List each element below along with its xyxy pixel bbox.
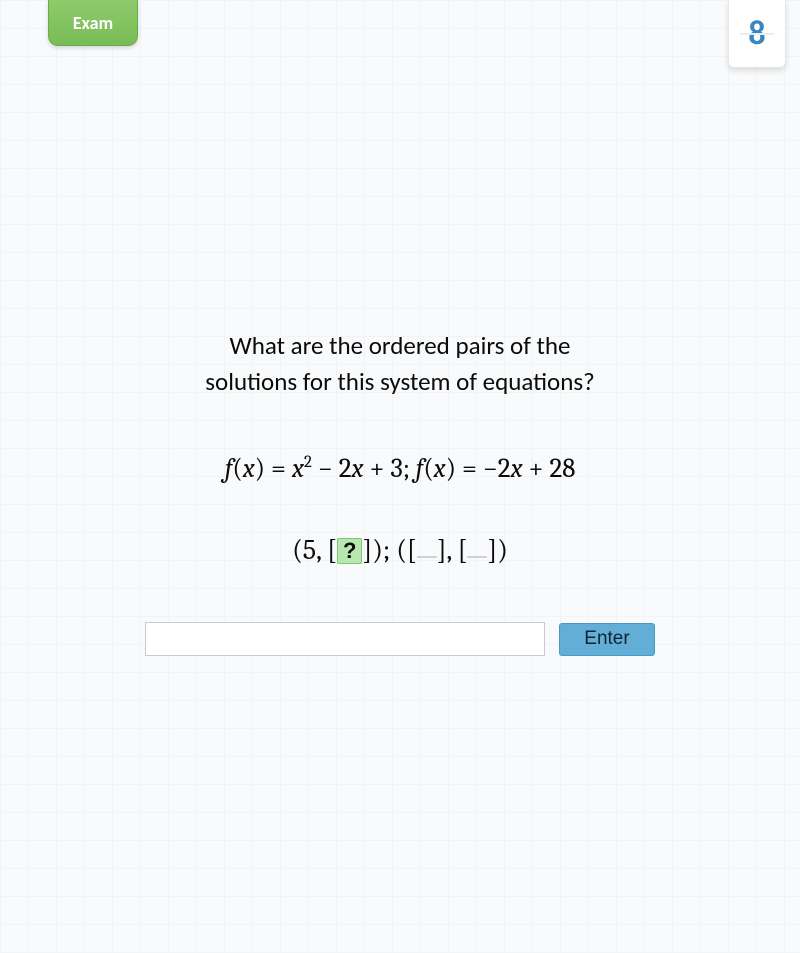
answer-slot-2[interactable] xyxy=(417,556,437,558)
exam-badge-label: Exam xyxy=(73,12,113,34)
prompt-line-1: What are the ordered pairs of the xyxy=(230,330,571,361)
pair2-bracket-close-b: ] xyxy=(487,534,497,566)
ordered-pairs: (5, [?]); ([ ], [ ]) xyxy=(90,534,710,566)
eq-x1: x xyxy=(243,453,255,484)
eq-sep: ; xyxy=(403,453,416,484)
eq-x4: x xyxy=(511,453,523,484)
answer-slot-active[interactable]: ? xyxy=(337,538,362,564)
pair1-close: ) xyxy=(372,534,383,566)
question-prompt: What are the ordered pairs of the soluti… xyxy=(90,328,710,401)
equation: f(x) = x2 − 2x + 3; f(x) = −2x + 28 xyxy=(90,453,710,484)
eq-xsq-base: x xyxy=(292,453,304,484)
enter-button[interactable]: Enter xyxy=(559,623,655,656)
question-area: What are the ordered pairs of the soluti… xyxy=(0,328,800,566)
pair1-bracket-close: ] xyxy=(362,534,372,566)
pairs-sep: ; xyxy=(383,534,396,566)
counter-digit: 8 xyxy=(740,12,774,56)
eq-minus2: − 2 xyxy=(312,453,352,484)
eq-xsq-exp: 2 xyxy=(304,453,312,472)
exam-badge: Exam xyxy=(48,0,138,46)
pair2-bracket-open-b: [ xyxy=(458,534,468,566)
eq-x2: x xyxy=(351,453,363,484)
answer-slot-3[interactable] xyxy=(467,556,487,558)
answer-input[interactable] xyxy=(145,622,545,656)
pair1-open: ( xyxy=(292,534,303,566)
eq-x3: x xyxy=(434,453,446,484)
pair2-open: ( xyxy=(396,534,407,566)
prompt-line-2: solutions for this system of equations? xyxy=(205,366,594,397)
pair1-x: 5 xyxy=(303,534,316,566)
pair2-bracket-close: ] xyxy=(437,534,447,566)
pair1-bracket-open: [ xyxy=(327,534,337,566)
pair2-bracket-open: [ xyxy=(407,534,417,566)
pair2-close: ) xyxy=(497,534,508,566)
counter-value: 8 xyxy=(748,17,765,51)
pair1-comma: , xyxy=(316,534,327,566)
answer-row: Enter xyxy=(0,622,800,656)
enter-button-label: Enter xyxy=(584,628,629,650)
pair2-comma: , xyxy=(447,534,458,566)
eq-eqminus2: = −2 xyxy=(456,453,511,484)
eq-plus3: + 3 xyxy=(364,453,403,484)
counter-card: 8 xyxy=(728,0,786,68)
eq-plus28: + 28 xyxy=(523,453,576,484)
